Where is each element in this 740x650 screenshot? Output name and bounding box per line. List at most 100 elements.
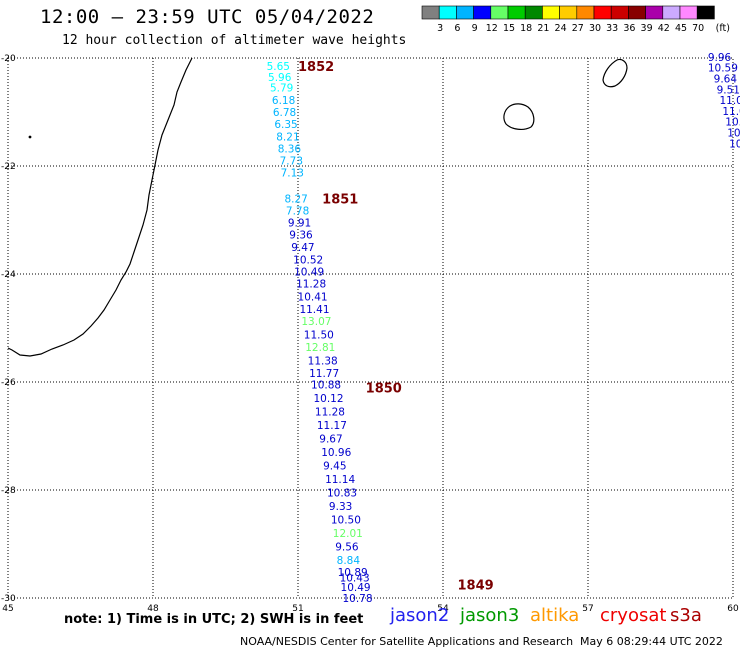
color-tick-label: 27 <box>572 23 584 34</box>
color-tick-label: 6 <box>454 23 460 34</box>
satellite-legend-item: cryosat <box>600 605 667 626</box>
color-tick-label: 24 <box>555 23 567 34</box>
map-frame <box>7 57 734 599</box>
latitude-tick-label: -22 <box>1 162 16 172</box>
satellite-legend-item: jason2 <box>390 605 450 626</box>
wave-height-value: 11.17 <box>317 420 347 432</box>
track-time-label: 1850 <box>366 381 402 396</box>
small-islet <box>28 135 32 139</box>
wave-height-value: 10.83 <box>327 488 357 500</box>
color-tick-label: 21 <box>537 23 549 34</box>
wave-height-value: 8.21 <box>276 131 299 143</box>
wave-height-value: 8.84 <box>337 555 361 567</box>
wave-height-value: 9.91 <box>288 218 311 230</box>
wave-height-value: 11.41 <box>299 304 329 316</box>
satellite-legend-item: jason3 <box>460 605 520 626</box>
color-tick-label: 30 <box>589 23 601 34</box>
wave-height-value: 10.49 <box>294 266 324 278</box>
wave-height-value: 10 <box>727 128 740 140</box>
color-unit-label: (ft) <box>716 23 730 34</box>
latitude-tick-label: -28 <box>1 486 16 496</box>
credit-text: NOAA/NESDIS Center for Satellite Applica… <box>240 635 574 648</box>
color-tick-label: 70 <box>692 23 704 34</box>
wave-height-value: 7.78 <box>286 205 309 217</box>
color-tick-label: 39 <box>641 23 653 34</box>
longitude-tick-label: 45 <box>2 604 13 614</box>
wave-height-value: 10 <box>729 138 740 150</box>
wave-height-value: 11.38 <box>308 355 338 367</box>
color-swatch <box>696 5 715 20</box>
wave-height-value: 12.81 <box>305 342 335 354</box>
longitude-tick-label: 60 <box>727 604 739 614</box>
page-subtitle: 12 hour collection of altimeter wave hei… <box>62 33 407 48</box>
wave-height-value: 5.96 <box>268 72 292 84</box>
wave-height-value: 6.35 <box>274 119 297 131</box>
longitude-tick-label: 51 <box>292 604 303 614</box>
color-tick-label: 9 <box>472 23 478 34</box>
wave-height-value: 11.0 <box>722 106 740 118</box>
wave-height-value: 11.09 <box>719 95 740 107</box>
latitude-tick-label: -20 <box>1 54 16 64</box>
longitude-tick-label: 54 <box>437 604 449 614</box>
wave-height-value: 9.96 <box>708 52 732 64</box>
footer-note: note: 1) Time is in UTC; 2) SWH is in fe… <box>64 612 364 627</box>
reunion-island-outline <box>503 103 535 130</box>
longitude-tick-label: 57 <box>582 604 593 614</box>
wave-height-value: 10.59 <box>708 63 738 75</box>
wave-height-value: 11.14 <box>325 474 355 486</box>
wave-height-value: 9.47 <box>291 242 314 254</box>
color-scale-legend: 3 6 9 12 15 18 21 24 27 30 33 36 39 42 45 70 (ft) <box>421 5 730 34</box>
color-tick-label: 18 <box>520 23 532 34</box>
wave-height-value: 12.01 <box>333 528 363 540</box>
track-time-label: 1851 <box>322 192 358 207</box>
wave-height-value: 10. <box>725 117 740 129</box>
latitude-tick-label: -30 <box>1 594 16 604</box>
wave-height-value: 11.77 <box>309 368 339 380</box>
track-time-label: 1852 <box>298 60 334 75</box>
wave-height-value: 10.50 <box>331 515 361 527</box>
color-tick-label: 42 <box>658 23 670 34</box>
wave-height-value: 10.52 <box>293 254 323 266</box>
wave-height-value: 8.27 <box>284 193 307 205</box>
wave-height-value: 8.36 <box>278 144 302 156</box>
wave-height-value: 5.65 <box>267 61 290 73</box>
color-tick-label: 3 <box>437 23 443 34</box>
wave-height-value: 11.28 <box>315 407 345 419</box>
mauritius-island-outline <box>602 58 628 88</box>
wave-height-value: 10.88 <box>311 380 341 392</box>
wave-height-value: 10.78 <box>342 593 372 605</box>
page-title: 12:00 — 23:59 UTC 05/04/2022 <box>40 6 375 28</box>
wave-height-value: 10.49 <box>341 582 371 594</box>
satellite-legend-item: altika <box>530 605 580 626</box>
wave-height-value: 9.51 <box>717 84 740 96</box>
latitude-tick-label: -26 <box>1 378 16 388</box>
wave-height-value: 13.07 <box>301 316 331 328</box>
longitude-tick-label: 48 <box>147 604 159 614</box>
wave-height-value: 10.43 <box>340 572 370 584</box>
wave-height-value: 10.89 <box>338 567 368 579</box>
wave-height-value: 7.73 <box>280 156 303 168</box>
satellite-legend-item: s3a <box>670 605 702 626</box>
madagascar-coastline <box>7 57 193 357</box>
wave-height-value: 9.36 <box>289 230 313 242</box>
color-tick-label: 15 <box>503 23 515 34</box>
color-tick-label: 36 <box>623 23 635 34</box>
track-time-label: 1849 <box>458 579 494 594</box>
wave-height-value: 7.13 <box>281 167 304 179</box>
wave-height-value: 11.28 <box>296 279 326 291</box>
wave-height-value: 6.78 <box>273 107 296 119</box>
wave-height-value: 9.45 <box>323 461 346 473</box>
wave-height-value: 5.79 <box>270 83 293 95</box>
wave-height-value: 11.50 <box>304 329 334 341</box>
wave-height-value: 10.12 <box>313 393 343 405</box>
wave-height-value: 6.18 <box>272 95 295 107</box>
color-tick-label: 33 <box>606 23 618 34</box>
color-tick-label: 45 <box>675 23 687 34</box>
color-tick-label: 12 <box>486 23 498 34</box>
wave-height-value: 9.33 <box>329 501 352 513</box>
wave-height-value: 10.41 <box>298 292 328 304</box>
wave-height-value: 9.56 <box>335 542 359 554</box>
latitude-tick-label: -24 <box>1 270 16 280</box>
wave-height-value: 10.96 <box>321 447 351 459</box>
